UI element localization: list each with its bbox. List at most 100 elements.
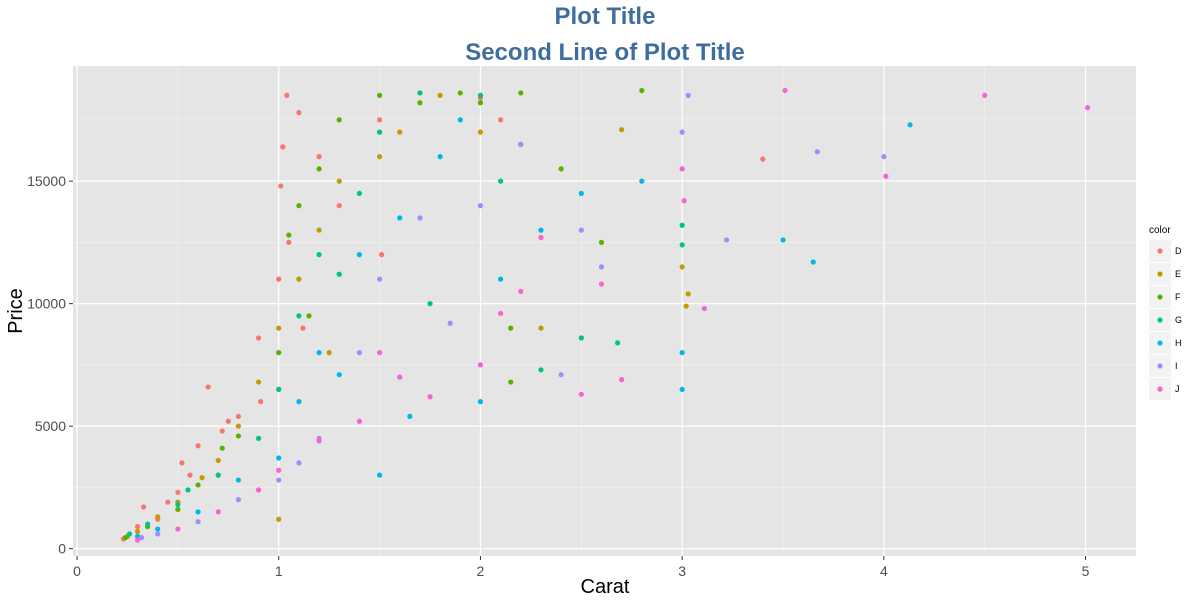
data-point-G [175,501,181,508]
x-tick-label: 4 [880,563,888,579]
legend-label-F: F [1175,292,1181,302]
data-point-I [138,535,145,541]
legend-marker-G [1157,317,1163,323]
data-point-E [155,514,161,520]
data-point-G [477,92,484,98]
data-point-H [477,399,484,405]
data-point-H [296,399,302,405]
data-point-D [376,117,383,123]
data-point-H [498,276,504,282]
data-point-D [280,144,286,150]
plot-panel [73,66,1136,556]
data-point-I [723,237,730,243]
data-point-I [417,215,423,221]
data-point-E [683,303,689,309]
data-point-J [619,377,625,383]
data-point-D [336,203,342,209]
data-point-J [175,526,181,532]
x-tick-label: 3 [678,563,686,579]
data-point-D [286,239,292,245]
data-point-E [235,423,242,429]
data-point-F [598,239,605,245]
data-point-I [356,350,363,356]
data-point-D [379,252,385,258]
data-point-F [296,203,302,209]
data-point-E [134,528,141,535]
data-point-E [276,516,282,522]
legend-label-H: H [1175,338,1182,348]
data-point-G [356,190,363,196]
data-point-E [538,325,544,331]
data-point-H [155,526,161,532]
data-point-J [477,362,484,368]
data-point-D [278,183,284,189]
data-point-I [518,141,524,147]
data-point-H [679,350,685,356]
legend-title: color [1149,225,1171,236]
data-point-F [276,350,282,356]
data-point-I [814,149,820,155]
data-point-E [477,129,484,135]
data-point-E [376,154,383,160]
data-point-D [235,413,242,419]
data-point-G [185,487,191,493]
data-point-I [195,519,201,525]
data-point-H [457,117,463,123]
data-point-I [155,531,161,537]
data-point-E [255,379,262,385]
data-point-F [235,433,242,439]
legend: color D E F G H I J [1149,225,1182,400]
data-point-D [225,418,231,424]
y-tick-label: 10000 [27,296,66,312]
data-point-F [417,100,423,106]
data-point-F [286,232,292,238]
data-point-E [316,227,322,233]
x-tick-label: 1 [275,563,283,579]
data-point-J [782,87,788,94]
data-point-I [685,92,691,98]
data-point-H [397,215,403,221]
data-point-J [215,509,221,515]
data-point-J [498,310,504,317]
data-point-H [780,237,786,243]
data-point-J [276,467,282,473]
data-point-H [407,413,413,419]
data-point-F [639,87,645,94]
data-point-F [316,166,322,172]
data-point-G [679,222,685,228]
data-point-G [417,90,423,96]
data-point-G [498,178,504,184]
x-tick-label: 0 [73,563,81,579]
data-point-H [356,252,363,258]
data-point-J [255,487,262,493]
x-axis-title: Carat [581,576,630,598]
legend-label-E: E [1175,269,1181,279]
data-point-F [457,90,463,96]
data-point-J [681,198,687,204]
data-point-D [165,499,171,505]
data-point-I [578,227,584,233]
data-point-E [437,92,443,98]
data-point-F [518,90,524,96]
data-point-D [219,428,225,434]
data-point-E [215,457,221,464]
data-point-G [276,386,282,392]
data-point-H [679,386,685,392]
data-point-G [126,531,133,537]
data-point-G [145,521,151,527]
data-point-F [195,482,201,488]
legend-marker-H [1157,340,1163,346]
data-point-D [175,489,181,495]
data-point-D [316,154,322,160]
data-point-D [760,156,766,162]
data-point-H [578,190,584,196]
legend-label-I: I [1175,361,1178,371]
data-point-G [538,367,544,373]
data-point-E [397,129,403,135]
data-point-D [255,335,262,341]
data-point-I [376,276,383,282]
axes: 0 1 2 3 4 5 0 5000 10000 15000 [27,173,1090,579]
data-point-E [276,325,282,331]
data-point-J [397,374,403,380]
legend-label-D: D [1175,246,1182,256]
